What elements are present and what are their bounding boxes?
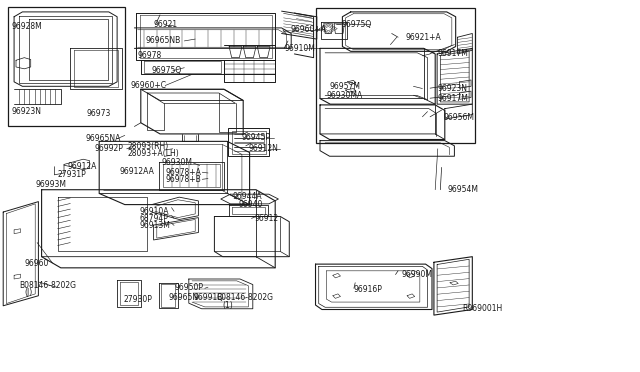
Text: 96944A: 96944A xyxy=(232,192,262,201)
Text: 96912: 96912 xyxy=(255,214,279,223)
Text: B08146-8202G: B08146-8202G xyxy=(19,281,76,290)
Text: 96978+A: 96978+A xyxy=(165,168,201,177)
Text: 96990M: 96990M xyxy=(402,270,433,279)
Text: 96965NB: 96965NB xyxy=(146,36,181,45)
Text: 96965NA: 96965NA xyxy=(85,134,120,143)
Text: 96913M: 96913M xyxy=(140,221,170,230)
Text: 28093+A(LH): 28093+A(LH) xyxy=(128,149,180,158)
Text: 28093(RH): 28093(RH) xyxy=(128,142,169,151)
Text: 96912AA: 96912AA xyxy=(119,167,154,176)
Text: 96923N: 96923N xyxy=(12,107,42,116)
Text: 96917M: 96917M xyxy=(437,94,468,103)
Text: B08146-8202G: B08146-8202G xyxy=(216,293,273,302)
Text: 96975Q: 96975Q xyxy=(151,66,181,75)
Text: 96910M: 96910M xyxy=(284,44,315,53)
Text: (1): (1) xyxy=(223,301,234,310)
Text: 96910A: 96910A xyxy=(140,207,169,216)
Text: 96930MA: 96930MA xyxy=(326,91,363,100)
Text: 96965N: 96965N xyxy=(168,293,198,302)
Text: (J): (J) xyxy=(24,288,33,297)
Text: 96973: 96973 xyxy=(86,109,111,118)
Text: 96960+A: 96960+A xyxy=(291,25,326,34)
Text: 68794P: 68794P xyxy=(140,214,168,223)
Text: 27931P: 27931P xyxy=(58,170,86,179)
Text: 96945P: 96945P xyxy=(242,133,271,142)
Text: 96921+A: 96921+A xyxy=(405,33,441,42)
Text: 96917M: 96917M xyxy=(437,49,468,58)
Text: 96992P: 96992P xyxy=(95,144,124,153)
Text: R969001H: R969001H xyxy=(462,304,502,312)
Text: 96950P: 96950P xyxy=(174,283,203,292)
Text: 96993M: 96993M xyxy=(35,180,66,189)
Bar xyxy=(316,8,475,143)
Text: 96957M: 96957M xyxy=(330,82,360,91)
Text: 96921: 96921 xyxy=(154,20,178,29)
Text: 96940: 96940 xyxy=(239,200,263,209)
Bar xyxy=(8,7,125,126)
Bar xyxy=(228,128,269,156)
Text: 96912A: 96912A xyxy=(67,162,97,171)
Text: 96916P: 96916P xyxy=(354,285,383,294)
Text: 96912N: 96912N xyxy=(248,144,278,153)
Text: 96960+C: 96960+C xyxy=(131,81,166,90)
Text: 96991Q: 96991Q xyxy=(194,293,224,302)
Text: 96960: 96960 xyxy=(24,259,49,267)
Text: 96975Q: 96975Q xyxy=(341,20,371,29)
Text: 96954M: 96954M xyxy=(448,185,479,194)
Text: 96923N: 96923N xyxy=(437,84,467,93)
Text: 96978+B: 96978+B xyxy=(165,175,201,184)
Text: 96978: 96978 xyxy=(138,51,162,60)
Text: 96930M: 96930M xyxy=(162,158,193,167)
Bar xyxy=(232,131,266,154)
Text: 96928M: 96928M xyxy=(12,22,42,31)
Text: 96956M: 96956M xyxy=(444,113,474,122)
Text: 27930P: 27930P xyxy=(124,295,152,304)
